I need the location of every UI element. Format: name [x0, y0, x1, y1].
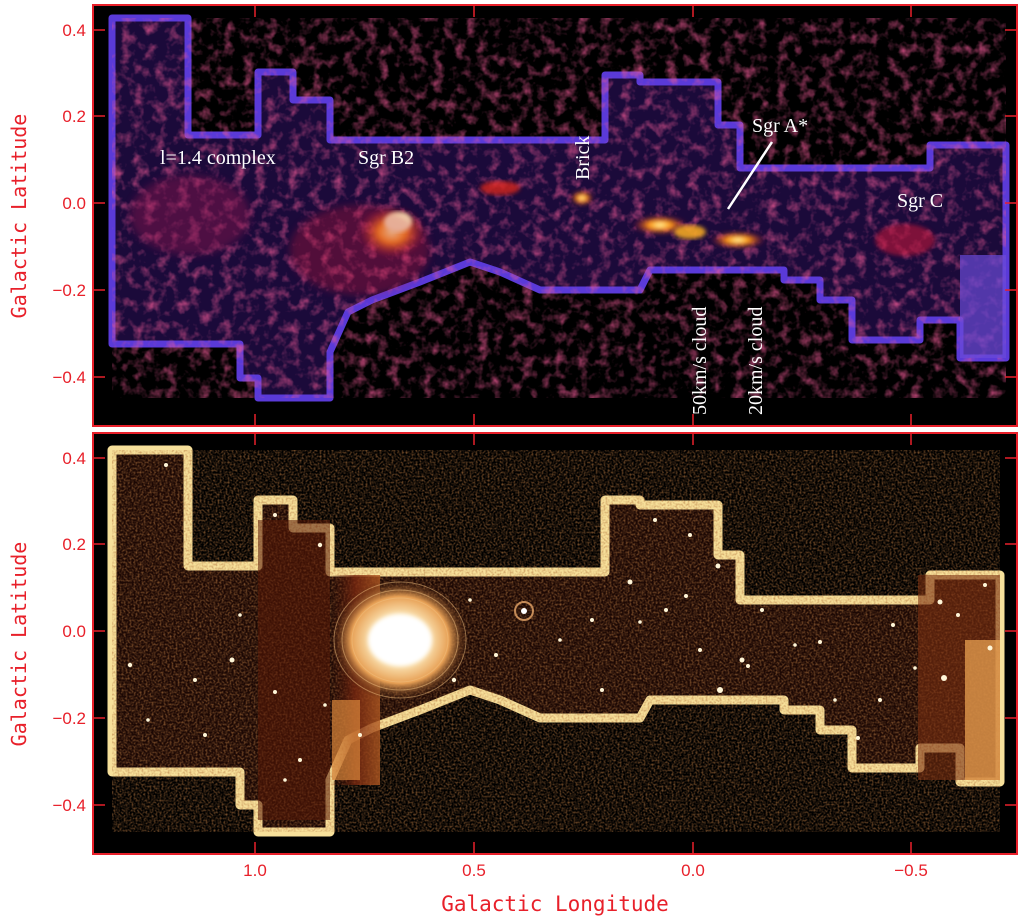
top-y-ticks [93, 5, 1017, 426]
sgr-b2-xray-core [368, 614, 432, 666]
sgr-b2-halo [290, 205, 430, 295]
label-complex: l=1.4 complex [160, 147, 276, 169]
xtick--0.5: −0.5 [894, 861, 928, 880]
label-sgr-b2: Sgr B2 [358, 147, 414, 169]
brick-emission [570, 190, 594, 206]
label-brick: Brick [572, 136, 594, 180]
top-ytick-0.2: 0.2 [62, 107, 86, 126]
xlabel: Galactic Longitude [441, 892, 669, 916]
top-ytick-0.0: 0.0 [62, 194, 86, 213]
xtick-1.0: 1.0 [243, 861, 267, 880]
sgr-a-pointer [726, 141, 774, 210]
xtick-0.5: 0.5 [462, 861, 486, 880]
top-ytick--0.2: −0.2 [52, 281, 86, 300]
sgr-c-emission [875, 224, 935, 256]
label-sgr-a: Sgr A* [752, 115, 808, 137]
label-50kms-cloud: 50km/s cloud [689, 307, 711, 415]
bottom-ytick--0.4: −0.4 [52, 796, 86, 815]
top-panel-frame [92, 4, 1018, 427]
label-20kms-cloud: 20km/s cloud [745, 307, 767, 415]
complex-emission [130, 175, 250, 255]
right-edge-patch [960, 255, 1006, 358]
overlap-region-left [258, 520, 330, 820]
top-ytick--0.4: −0.4 [52, 368, 86, 387]
ridge-emission-2 [632, 215, 688, 235]
top-coverage-fill [112, 18, 1006, 398]
bright-patch-right [965, 640, 1000, 780]
bottom-ytick--0.2: −0.2 [52, 709, 86, 728]
bottom-ylabel: Galactic Latitude [7, 542, 31, 747]
xray-source-core [521, 608, 527, 614]
xray-source-ring [514, 601, 534, 621]
ridge-emission-1 [480, 181, 520, 195]
cloud-50kms-emission [674, 225, 706, 239]
cloud-20kms-emission [710, 231, 766, 249]
top-ylabel: Galactic Latitude [7, 114, 31, 319]
bottom-ytick-0.4: 0.4 [62, 449, 86, 468]
top-ytick-0.4: 0.4 [62, 21, 86, 40]
bright-patch-left [332, 700, 360, 780]
label-sgr-c: Sgr C [897, 190, 943, 212]
bottom-panel: 0.4 0.2 0.0 −0.2 −0.4 1.0 0.5 0.0 −0.5 G… [7, 432, 1018, 916]
xtick-0.0: 0.0 [681, 861, 705, 880]
sgr-b2-rings [333, 581, 467, 699]
bottom-ticks [93, 433, 1017, 854]
bottom-ytick-0.0: 0.0 [62, 622, 86, 641]
top-panel: l=1.4 complex Sgr B2 Brick Sgr A* Sgr C … [7, 4, 1018, 427]
bottom-ytick-0.2: 0.2 [62, 535, 86, 554]
bottom-panel-frame [92, 432, 1018, 855]
xray-point-sources [127, 463, 993, 782]
